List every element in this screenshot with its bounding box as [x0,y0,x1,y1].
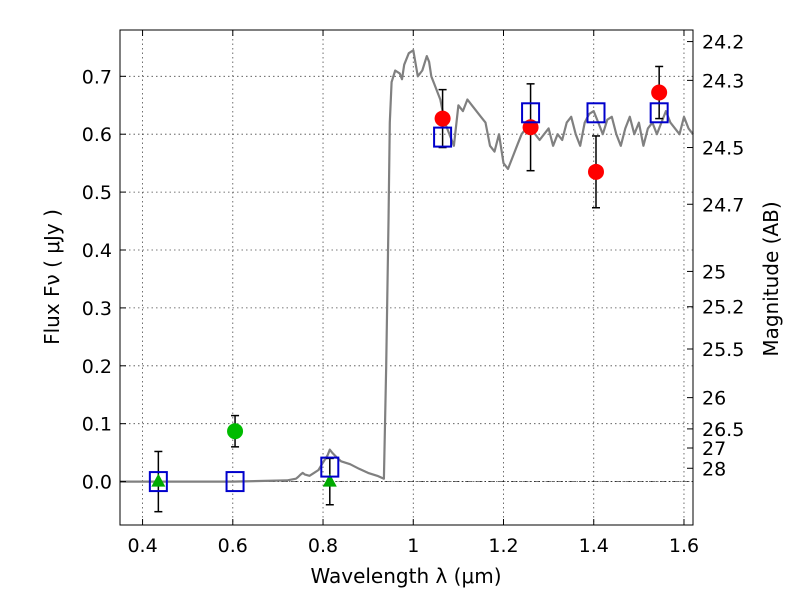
y2-tick-label: 24.7 [702,194,744,216]
x-tick-label: 0.6 [218,535,248,557]
data-point-circle [434,110,451,127]
y-axis-title: Flux Fν ( μJy ) [40,209,64,345]
x-tick-label: 0.4 [127,535,157,557]
y2-tick-label: 24.2 [702,32,744,54]
y2-tick-label: 28 [702,458,726,480]
x-tick-label: 1.4 [579,535,609,557]
y-tick-label: 0.1 [82,414,112,436]
data-point-square [586,102,606,124]
x-tick-label: 0.8 [308,535,338,557]
spectrum-line [120,49,694,483]
y-tick-label: 0.4 [82,240,112,262]
y2-tick-label: 25 [702,261,726,283]
x-tick-label: 1.2 [488,535,518,557]
y2-axis-title: Magnitude (AB) [759,201,783,356]
axis-ticks: 0.4 0.6 0.8 1 1.2 1.4 1.6 0.0 0.1 0.2 0.3 0.4 0.5 0.6… [82,30,744,557]
y2-tick-label: 27 [702,438,726,460]
y2-tick-label: 26 [702,388,726,410]
data-point-square [148,471,168,493]
y2-tick-label: 24.3 [702,70,744,92]
data-series [120,49,694,513]
data-point-square [320,456,340,478]
x-tick-label: 1 [407,535,419,557]
y-tick-label: 0.5 [82,182,112,204]
data-point-triangle [322,473,337,487]
data-point-square [521,102,541,124]
y2-tick-label: 25.5 [702,339,744,361]
plot-frame [119,29,694,526]
data-point-square [225,471,245,493]
data-point-triangle [151,473,166,487]
y-tick-label: 0.0 [82,472,112,494]
y2-tick-label: 25.2 [702,297,744,319]
data-point-square [649,102,669,124]
data-point-circle [587,163,604,180]
y-tick-label: 0.7 [82,66,112,88]
y-tick-label: 0.2 [82,356,112,378]
x-axis-title: Wavelength λ (μm) [310,564,501,588]
y2-tick-label: 26.5 [702,419,744,441]
data-point-circle [651,84,668,101]
x-tick-label: 1.6 [669,535,699,557]
y-tick-label: 0.3 [82,298,112,320]
data-point-square [433,126,453,148]
y-tick-label: 0.6 [82,124,112,146]
grid-lines [120,30,693,525]
data-point-circle [227,423,244,440]
y2-tick-label: 24.5 [702,138,744,160]
